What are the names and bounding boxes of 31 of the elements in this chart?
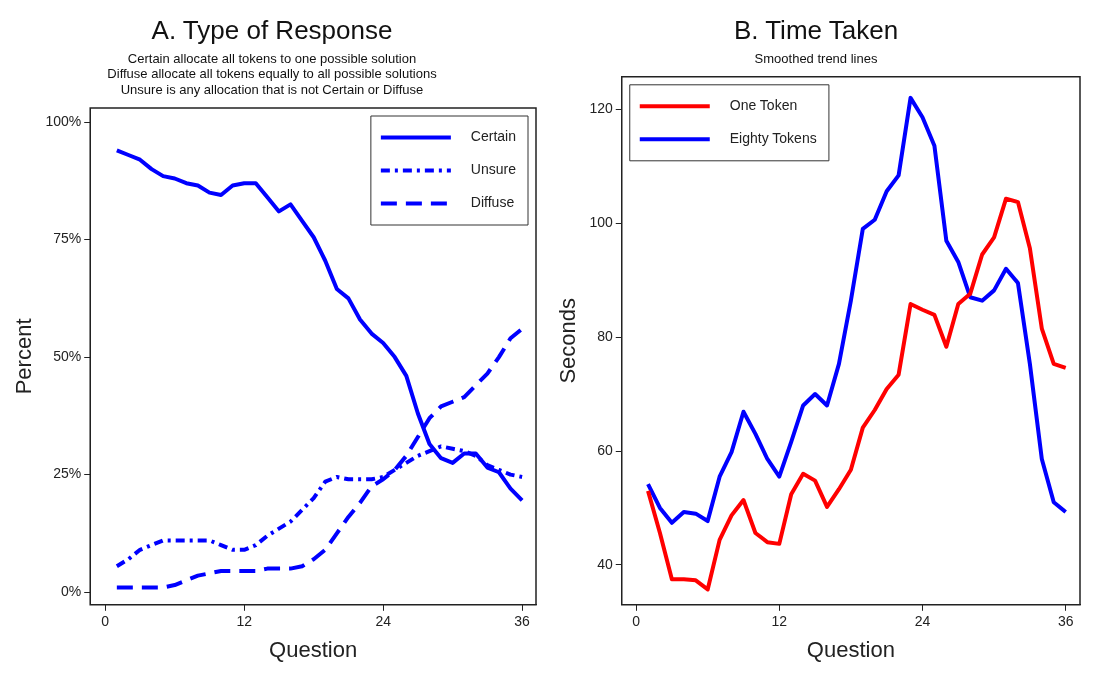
- chart-subtitle: Smoothed trend lines: [754, 50, 878, 66]
- x-tick-label: 24: [914, 613, 931, 630]
- y-tick-label: 0%: [60, 582, 82, 599]
- chart-title: B. Time Taken: [733, 14, 899, 45]
- x-axis-title: Question: [806, 636, 895, 662]
- y-tick-label: 100%: [45, 112, 82, 129]
- y-tick-label: 60: [597, 441, 613, 458]
- x-tick-label: 12: [236, 613, 253, 630]
- x-axis-title: Question: [269, 636, 358, 662]
- y-tick-label: 50%: [53, 347, 82, 364]
- x-tick-label: 0: [632, 613, 641, 630]
- legend-label: One Token: [729, 97, 798, 114]
- chart-title: A. Type of Response: [151, 14, 393, 45]
- x-tick-label: 36: [1057, 613, 1074, 630]
- chart-subtitle: Certain allocate all tokens to one possible solution Diffuse allocate all tokens equally to all possible solutions Unsure is any allocation that is not Certain or Diffuse: [107, 50, 438, 97]
- x-tick-label: 36: [514, 613, 531, 630]
- legend-label: Eighty Tokens: [729, 130, 817, 147]
- x-tick-label: 24: [375, 613, 392, 630]
- legend-label: Certain: [470, 128, 517, 145]
- y-tick-label: 100: [589, 214, 613, 231]
- y-tick-label: 80: [597, 327, 613, 344]
- y-axis-title: Percent: [11, 318, 37, 395]
- y-axis-title: Seconds: [555, 297, 581, 384]
- legend-label: Diffuse: [470, 194, 515, 211]
- y-tick-label: 25%: [53, 465, 82, 482]
- y-tick-label: 120: [589, 100, 613, 117]
- x-tick-label: 12: [771, 613, 788, 630]
- x-tick-label: 0: [101, 613, 110, 630]
- y-tick-label: 75%: [53, 230, 82, 247]
- y-tick-label: 40: [597, 555, 613, 572]
- legend-label: Unsure: [470, 161, 517, 178]
